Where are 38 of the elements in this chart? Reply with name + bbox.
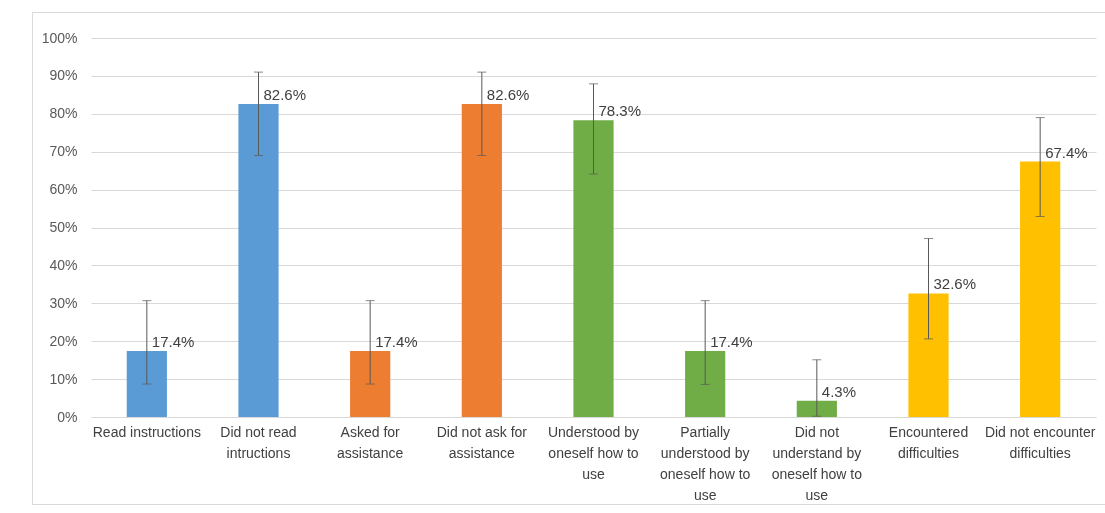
bar: [238, 103, 279, 417]
data-label: 67.4%: [1045, 143, 1088, 161]
data-label: 17.4%: [375, 333, 418, 351]
data-label: 78.3%: [598, 102, 642, 120]
y-tick-label: 0%: [57, 408, 78, 425]
y-tick-label: 60%: [49, 181, 78, 198]
data-label: 4.3%: [821, 382, 857, 400]
bar: [573, 120, 614, 417]
data-label: 82.6%: [486, 85, 530, 103]
data-label: 17.4%: [710, 333, 753, 351]
y-tick-label: 10%: [49, 370, 78, 387]
bar: [908, 293, 949, 417]
bar: [350, 351, 391, 417]
bar: [1020, 161, 1061, 417]
y-tick-label: 80%: [49, 105, 78, 122]
y-tick-label: 90%: [49, 67, 78, 84]
x-tick-label: Understood by oneself how to use: [547, 423, 640, 482]
y-tick-label: 100%: [41, 29, 78, 46]
bar: [461, 103, 502, 417]
data-label: 82.6%: [263, 85, 307, 103]
data-label: 17.4%: [151, 333, 195, 351]
x-tick-label: Read instructions: [92, 423, 201, 440]
bar: [126, 351, 167, 417]
y-tick-label: 30%: [49, 294, 78, 311]
y-tick-label: 20%: [49, 332, 78, 349]
x-tick-label: Did not encounter difficulties: [984, 423, 1096, 461]
bar: [685, 351, 726, 417]
y-tick-label: 40%: [49, 256, 78, 273]
x-tick-label: Did not understand by oneself how to use: [771, 423, 863, 503]
y-tick-label: 50%: [49, 219, 78, 235]
x-tick-label: Did not read intructions: [220, 423, 297, 461]
x-tick-label: Encountered difficulties: [888, 423, 969, 461]
y-tick-label: 70%: [49, 143, 78, 160]
x-tick-label: Partially understood by oneself how to use: [660, 423, 751, 503]
x-tick-label: Did not ask for assistance: [436, 423, 528, 461]
data-label: 32.6%: [933, 275, 977, 293]
bar: [796, 400, 837, 417]
x-tick-label: Asked for assistance: [337, 423, 404, 461]
